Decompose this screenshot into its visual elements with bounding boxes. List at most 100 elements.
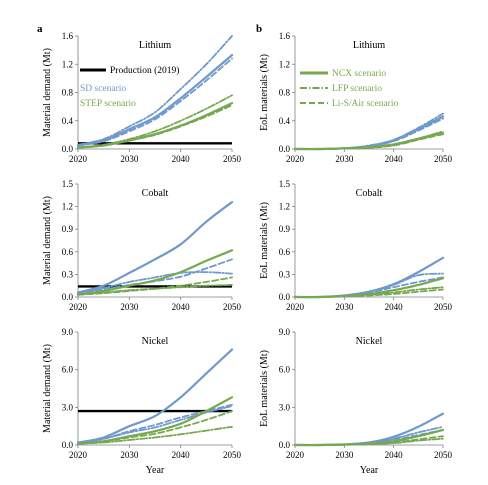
series-line-step-lisair <box>77 410 233 445</box>
legend-ncx-label: NCX scenario <box>332 69 386 79</box>
x-tick-label: 2020 <box>286 154 305 164</box>
panel-title: Lithium <box>353 40 385 51</box>
y-tick-label: 0.0 <box>62 440 74 450</box>
x-tick-label: 2020 <box>69 154 88 164</box>
y-axis-label: EoL materials (Mt) <box>259 350 270 427</box>
series-line-sd-ncx <box>76 201 234 294</box>
x-tick-label: 2040 <box>385 154 404 164</box>
series-line-step-lisair <box>294 133 444 150</box>
y-tick-label: 0.6 <box>62 247 74 257</box>
y-tick-label: 0.0 <box>279 440 291 450</box>
chart-panel-a-cobalt: 0.0 0.3 0.6 0.9 1.2 1.5 2020 2030 2040 2050 Cobalt… <box>42 179 242 312</box>
chart-panel-b-nickel: 0.0 3.0 6.0 9.0 2020 2030 2040 2050 Nickel EoL ma… <box>259 327 453 476</box>
series-line-sd-lfp <box>77 405 233 444</box>
y-tick-label: 0.4 <box>62 116 74 126</box>
x-tick-label: 2030 <box>335 154 354 164</box>
y-tick-label: 1.5 <box>62 179 74 189</box>
y-tick-label: 1.2 <box>279 202 290 212</box>
legend-a: Production (2019) SD scenario STEP scena… <box>80 65 179 109</box>
y-tick-label: 0.4 <box>279 116 291 126</box>
panel-title: Cobalt <box>356 188 383 199</box>
y-tick-label: 1.6 <box>279 31 291 41</box>
y-tick-label: 3.0 <box>62 402 74 412</box>
series-line-step-lisair <box>294 288 444 298</box>
x-tick-label: 2030 <box>120 302 139 312</box>
panel-title: Lithium <box>139 40 171 51</box>
legend-b: NCX scenario LFP scenario Li-S/Air scena… <box>300 69 398 109</box>
y-tick-label: 9.0 <box>62 327 74 337</box>
x-axis-label: Year <box>146 465 165 476</box>
x-tick-label: 2050 <box>223 154 242 164</box>
series-line-sd-lisair <box>294 117 444 150</box>
series-line-sd-lfp <box>294 112 444 150</box>
chart-panel-b-lithium: 0.0 0.4 0.8 1.2 1.6 2020 2030 2040 2050 Lithium Eo… <box>259 31 453 164</box>
x-tick-label: 2030 <box>120 154 139 164</box>
panel-title: Cobalt <box>142 188 169 199</box>
y-axis-label: Material demand (Mt) <box>42 196 53 285</box>
y-tick-label: 0.8 <box>279 88 291 98</box>
legend-sd-label: SD scenario <box>80 84 126 94</box>
x-tick-label: 2040 <box>385 450 404 460</box>
x-tick-label: 2040 <box>385 302 404 312</box>
x-tick-label: 2020 <box>286 450 305 460</box>
series-line-step-ncx <box>76 249 234 296</box>
x-tick-label: 2050 <box>223 450 242 460</box>
series-line-sd-ncx <box>293 115 445 151</box>
y-tick-label: 0.9 <box>279 224 291 234</box>
series-line-step-ncx <box>293 131 445 151</box>
y-tick-label: 0.3 <box>279 269 291 279</box>
x-axis-label: Year <box>360 465 379 476</box>
chart-panel-a-lithium: 0.0 0.4 0.8 1.2 1.6 2020 2030 2040 2050 Lithium Ma… <box>42 31 242 164</box>
x-tick-label: 2050 <box>223 302 242 312</box>
y-axis-label: EoL materials (Mt) <box>259 54 270 131</box>
y-tick-label: 0.0 <box>279 292 291 302</box>
x-tick-label: 2020 <box>69 450 88 460</box>
series-line-step-lisair <box>77 276 233 296</box>
series-line-sd-lisair <box>77 57 233 147</box>
y-axis-label: Material demand (Mt) <box>42 344 53 433</box>
legend-step-label: STEP scenario <box>80 99 136 109</box>
x-tick-label: 2030 <box>335 450 354 460</box>
legend-lis-label: Li-S/Air scenario <box>332 99 398 109</box>
x-tick-label: 2020 <box>286 302 305 312</box>
y-tick-label: 0.0 <box>62 144 74 154</box>
y-tick-label: 1.2 <box>62 202 73 212</box>
x-tick-label: 2040 <box>172 450 191 460</box>
series-line-sd-ncx <box>76 348 234 444</box>
x-tick-label: 2040 <box>172 154 191 164</box>
chart-panel-b-cobalt: 0.0 0.3 0.6 0.9 1.2 1.5 2020 2030 2040 2050 Cobalt… <box>259 179 453 312</box>
series-line-step-lfp <box>77 425 233 445</box>
series-line-step-lisair <box>77 104 233 149</box>
legend-production-label: Production (2019) <box>110 65 179 76</box>
y-tick-label: 0.8 <box>62 88 74 98</box>
series-line-step-lfp <box>77 94 233 149</box>
series-line-step-ncx <box>76 396 234 445</box>
panel-letter-b: b <box>256 23 262 35</box>
y-tick-label: 0.0 <box>62 292 74 302</box>
series-line-sd-lfp <box>77 35 233 146</box>
y-tick-label: 1.6 <box>62 31 74 41</box>
y-tick-label: 9.0 <box>279 327 291 337</box>
x-tick-label: 2050 <box>434 450 453 460</box>
panel-letter-a: a <box>37 23 43 35</box>
x-tick-label: 2050 <box>434 302 453 312</box>
y-tick-label: 0.3 <box>62 269 74 279</box>
legend-lfp-label: LFP scenario <box>332 84 382 94</box>
y-tick-label: 1.5 <box>279 179 291 189</box>
y-tick-label: 6.0 <box>62 365 74 375</box>
y-tick-label: 0.0 <box>279 144 291 154</box>
y-tick-label: 6.0 <box>279 365 291 375</box>
y-tick-label: 1.2 <box>279 59 290 69</box>
y-tick-label: 1.2 <box>62 59 73 69</box>
y-tick-label: 0.9 <box>62 224 74 234</box>
x-tick-label: 2030 <box>335 302 354 312</box>
y-tick-label: 0.6 <box>279 247 291 257</box>
y-axis-label: Material demand (Mt) <box>42 48 53 137</box>
panel-title: Nickel <box>142 336 169 347</box>
x-tick-label: 2020 <box>69 302 88 312</box>
chart-panel-a-nickel: 0.0 3.0 6.0 9.0 2020 2030 2040 2050 Nickel Materi… <box>42 327 242 476</box>
x-tick-label: 2050 <box>434 154 453 164</box>
x-tick-label: 2040 <box>172 302 191 312</box>
y-tick-label: 3.0 <box>279 402 291 412</box>
